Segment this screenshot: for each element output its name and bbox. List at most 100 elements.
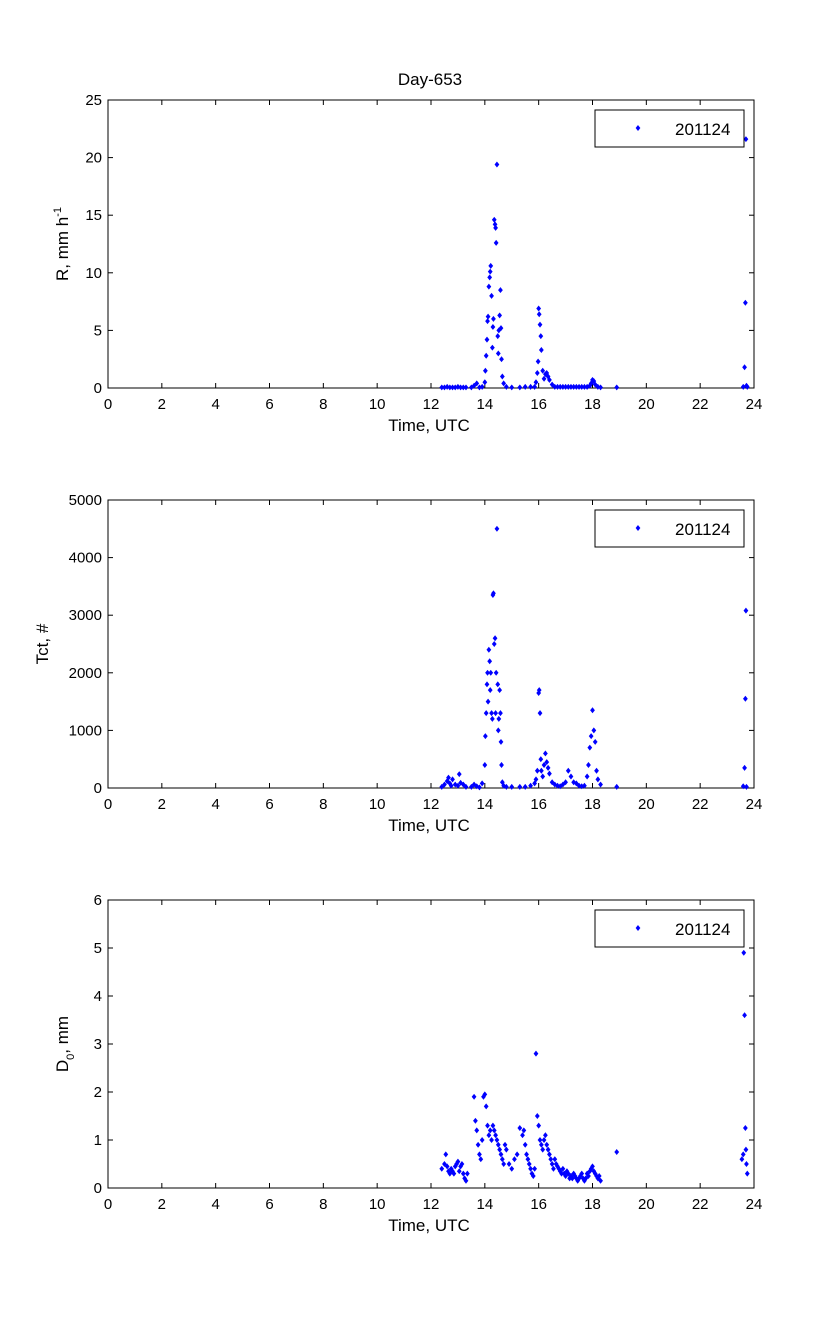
data-point [471, 382, 477, 389]
data-point [493, 224, 498, 231]
y-tick-label: 15 [85, 207, 102, 224]
data-point [477, 784, 482, 791]
data-point [598, 384, 603, 391]
data-point [509, 783, 515, 790]
y-axis-label-subscript: 0 [65, 1054, 77, 1060]
data-point [495, 681, 501, 688]
data-point [492, 635, 498, 642]
x-tick-label: 24 [746, 796, 763, 813]
x-tick-label: 22 [692, 1196, 709, 1213]
x-tick-label: 10 [369, 396, 386, 413]
data-point [528, 782, 533, 789]
data-point [560, 781, 566, 788]
data-point [584, 773, 590, 780]
data-point [586, 1173, 591, 1179]
data-point [491, 1127, 497, 1134]
data-point [493, 669, 499, 676]
data-point [537, 1137, 543, 1143]
data-point [447, 1170, 453, 1177]
x-tick-label: 20 [638, 1196, 655, 1213]
data-point [530, 1173, 536, 1179]
data-point [493, 710, 498, 717]
data-point [552, 1156, 558, 1163]
y-tick-label: 20 [85, 150, 102, 167]
data-point [586, 761, 591, 768]
data-point [471, 781, 477, 788]
data-point [524, 1151, 529, 1158]
data-point [532, 1165, 538, 1172]
data-point [536, 305, 542, 312]
data-point [485, 318, 490, 325]
x-tick-label: 18 [584, 796, 601, 813]
legend-box [594, 509, 745, 548]
data-point [579, 1170, 585, 1177]
data-point [459, 1161, 465, 1167]
data-point [485, 698, 491, 705]
data-point [498, 710, 503, 717]
data-point [501, 380, 507, 387]
data-point [455, 1158, 461, 1165]
y-axis-label: Tct, # [33, 623, 52, 664]
data-point [544, 1141, 550, 1148]
y-tick-label: 1000 [69, 722, 102, 739]
data-point [491, 216, 497, 223]
data-point [522, 783, 528, 790]
data-point [491, 590, 496, 597]
data-point [744, 383, 750, 390]
data-point [563, 1173, 568, 1179]
data-point [537, 710, 543, 717]
data-point [444, 1163, 450, 1170]
data-point [741, 949, 747, 956]
data-point [538, 333, 544, 340]
data-point [540, 773, 546, 780]
data-point [587, 744, 593, 751]
data-point [485, 313, 491, 320]
data-point [528, 1165, 533, 1172]
data-point [563, 779, 568, 786]
data-point [743, 136, 749, 143]
data-point [463, 384, 469, 391]
y-tick-label: 25 [85, 92, 102, 109]
data-point [486, 646, 492, 653]
data-point [506, 1161, 512, 1167]
plot-area-frame [107, 99, 755, 389]
data-point [474, 1127, 480, 1134]
data-point [569, 1175, 575, 1182]
x-tick-label: 10 [369, 796, 386, 813]
data-point [549, 779, 555, 786]
data-point [450, 776, 455, 783]
data-point [534, 1113, 540, 1119]
data-point [534, 767, 540, 774]
data-point [536, 687, 542, 694]
data-point [582, 782, 587, 789]
x-tick-label: 16 [530, 796, 547, 813]
data-point [502, 1141, 508, 1148]
data-point [486, 1132, 492, 1139]
data-point [499, 356, 504, 363]
data-point [512, 1156, 517, 1163]
data-point [552, 781, 558, 788]
data-point [517, 783, 523, 790]
data-point [543, 750, 548, 757]
data-point [494, 161, 500, 168]
data-point [543, 1132, 548, 1139]
data-point [503, 783, 509, 790]
data-point [614, 384, 620, 391]
data-point [742, 764, 747, 771]
data-point [743, 695, 748, 702]
x-tick-label: 14 [476, 796, 493, 813]
x-tick-label: 16 [530, 396, 547, 413]
data-point [573, 780, 579, 787]
y-tick-label: 5000 [69, 492, 102, 509]
x-tick-label: 6 [265, 796, 273, 813]
data-point [545, 1146, 551, 1153]
data-point [551, 1165, 556, 1172]
y-tick-label: 4 [94, 988, 102, 1005]
data-point [590, 707, 595, 714]
x-tick-label: 8 [319, 1196, 327, 1213]
data-point [497, 312, 503, 319]
data-point [528, 383, 533, 390]
data-point [533, 1050, 539, 1057]
x-tick-label: 24 [746, 396, 763, 413]
